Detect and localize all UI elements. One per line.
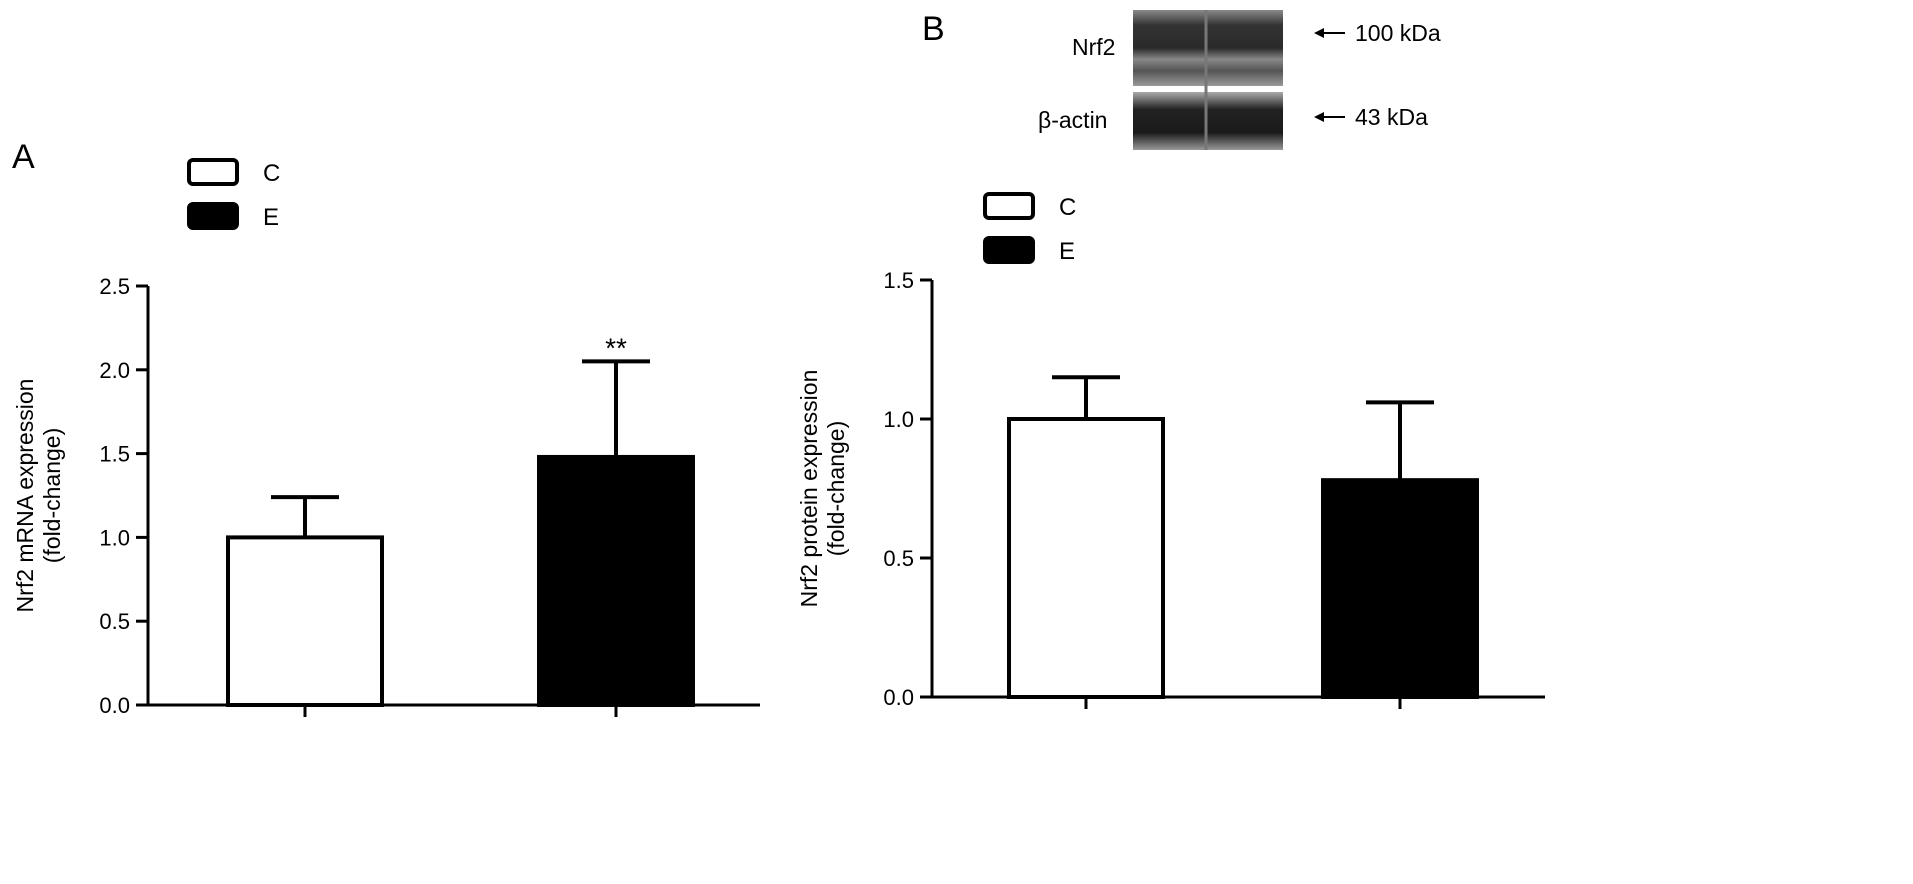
blot-nrf2-band bbox=[1133, 10, 1283, 86]
legend-label: E bbox=[1059, 238, 1075, 265]
blot-marker: 43 kDa bbox=[1355, 104, 1428, 130]
y-axis-label: (fold-change) bbox=[39, 428, 65, 564]
western-blot: Nrf2 β-actin 100 kDa 43 kDa bbox=[1038, 10, 1441, 150]
arrow-left-icon bbox=[1314, 112, 1345, 122]
y-axis-label: (fold-change) bbox=[823, 421, 849, 557]
y-tick-label: 1.0 bbox=[883, 407, 914, 432]
bar-e bbox=[537, 454, 695, 707]
bar-c bbox=[226, 535, 384, 708]
y-tick-label: 2.5 bbox=[99, 274, 130, 299]
legend-swatch bbox=[983, 236, 1035, 264]
legend-swatch bbox=[187, 158, 239, 186]
y-tick-label: 1.5 bbox=[883, 268, 914, 293]
chart-b: 0.0 0.5 1.0 1.5 Nrf2 protein expression (fold… bbox=[796, 192, 1545, 710]
bar-e bbox=[1321, 478, 1479, 699]
blot-marker: 100 kDa bbox=[1355, 20, 1441, 46]
arrow-left-icon bbox=[1314, 28, 1345, 38]
y-tick-label: 0.5 bbox=[883, 546, 914, 571]
y-axis-label: Nrf2 mRNA expression bbox=[12, 379, 38, 613]
blot-row-label: Nrf2 bbox=[1072, 34, 1115, 60]
legend-swatch bbox=[983, 192, 1035, 220]
y-axis-label: Nrf2 protein expression bbox=[796, 370, 822, 608]
legend-label: E bbox=[263, 204, 279, 231]
panel-label-a: A bbox=[12, 138, 35, 176]
legend-swatch bbox=[187, 202, 239, 230]
bar-c bbox=[1007, 417, 1165, 699]
panel-label-b: B bbox=[922, 10, 945, 48]
significance-marker: ** bbox=[605, 332, 627, 363]
blot-row-label: β-actin bbox=[1038, 107, 1107, 133]
legend-label: C bbox=[263, 160, 280, 187]
y-tick-label: 0.0 bbox=[883, 685, 914, 710]
y-tick-label: 1.0 bbox=[99, 525, 130, 550]
y-tick-label: 0.0 bbox=[99, 693, 130, 718]
blot-actin-band bbox=[1133, 92, 1283, 150]
chart-a: 0.0 0.5 1.0 1.5 2.0 2.5 Nrf2 mRNA expression (f… bbox=[12, 158, 760, 718]
y-tick-label: 1.5 bbox=[99, 442, 130, 467]
y-tick-label: 2.0 bbox=[99, 358, 130, 383]
legend-label: C bbox=[1059, 194, 1076, 221]
y-tick-label: 0.5 bbox=[99, 609, 130, 634]
